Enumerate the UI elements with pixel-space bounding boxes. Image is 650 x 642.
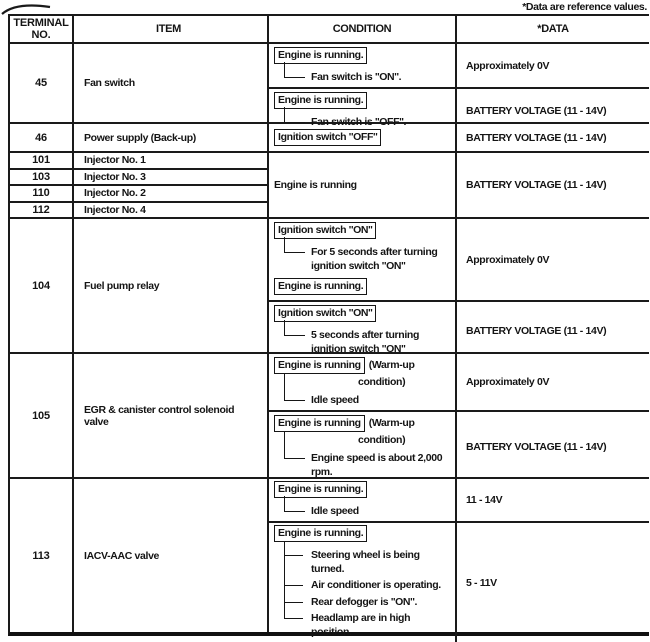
condition-branch: 5 seconds after turning ignition switch … [284, 320, 452, 356]
data-cell: Approximately 0V [466, 59, 550, 72]
terminal-no-cell: 110 [10, 186, 74, 201]
header-data: *DATA [537, 23, 569, 35]
condition-box: Engine is running [274, 415, 365, 432]
condition-subrow: Ignition switch ''ON'' For 5 seconds aft… [269, 219, 649, 300]
condition-subrow: Engine is running. Idle speed 11 - 14V [269, 479, 649, 521]
item-cell: Power supply (Back-up) [74, 124, 269, 151]
condition-branch: Idle speed [284, 496, 452, 518]
data-cell: 5 - 11V [466, 576, 497, 589]
condition-subrow: Ignition switch ''OFF'' BATTERY VOLTAGE … [269, 124, 649, 151]
header-terminal-line1: TERMINAL [13, 17, 69, 29]
condition-subrow: Engine is running BATTERY VOLTAGE (11 - … [269, 153, 649, 217]
condition-subrow: Engine is running (Warm-up condition) Idl… [269, 354, 649, 410]
condition-subrow: Engine is running (Warm-up condition) Eng… [269, 410, 649, 482]
section-terminal-105: 105 EGR & canister control solenoid valv… [10, 354, 649, 482]
header-right-group: CONDITION *DATA [269, 16, 649, 42]
table-row: 103 Injector No. 3 [10, 167, 269, 184]
condition-cell: Ignition switch ''ON'' For 5 seconds aft… [269, 219, 457, 300]
condition-subrow: Engine is running. Fan switch is ''ON''.… [269, 44, 649, 87]
condition-subrow: Engine is running. Steering wheel is bei… [269, 521, 649, 642]
condition-suffix: (Warm-up [368, 359, 415, 371]
condition-branch: Fan switch is ''ON''. [284, 62, 452, 84]
condition-suffix: condition) [358, 376, 406, 388]
condition-box: Engine is running [274, 357, 365, 374]
data-cell: BATTERY VOLTAGE (11 - 14V) [466, 104, 607, 117]
item-cell: Fan switch [74, 44, 269, 122]
condition-cell: Engine is running. Steering wheel is bei… [269, 523, 457, 642]
terminal-no-cell: 113 [10, 479, 74, 632]
condition-cell: Engine is running. Idle speed [269, 479, 457, 521]
condition-box: Engine is running. [274, 92, 368, 109]
table-header-row: TERMINAL NO. ITEM CONDITION *DATA [10, 16, 649, 44]
data-cell: BATTERY VOLTAGE (11 - 14V) [466, 441, 607, 453]
condition-branch: Steering wheel is being turned. [284, 542, 452, 576]
condition-cell: Ignition switch ''OFF'' [269, 124, 457, 151]
condition-cell: Engine is running. Fan switch is ''OFF''… [269, 89, 457, 132]
condition-branch: Engine speed is about 2,000 rpm. [284, 432, 452, 479]
item-cell: IACV-AAC valve [74, 479, 269, 632]
terminal-data-table: TERMINAL NO. ITEM CONDITION *DATA 45 Fan… [8, 14, 649, 642]
condition-branch: Air conditioner is operating. [284, 572, 452, 593]
condition-suffix: (Warm-up [368, 417, 415, 429]
reference-note: *Data are reference values. [522, 1, 647, 13]
terminal-no-cell: 112 [10, 202, 74, 217]
header-terminal-line2: NO. [31, 29, 51, 41]
condition-branch: Headlamp are in high position. [284, 605, 452, 639]
data-cell: Approximately 0V [466, 253, 550, 266]
condition-box: Ignition switch ''ON'' [274, 222, 377, 239]
data-cell: BATTERY VOLTAGE (11 - 14V) [466, 131, 607, 144]
condition-cell: Engine is running [269, 153, 457, 217]
scan-artifact-curl [1, 4, 51, 15]
header-item: ITEM [74, 16, 269, 42]
condition-branch: Rear defogger is ''ON''. [284, 588, 452, 610]
item-cell: Injector No. 4 [74, 202, 269, 217]
data-cell: BATTERY VOLTAGE (11 - 14V) [466, 324, 607, 337]
section-injectors: 101 Injector No. 1 103 Injector No. 3 11… [10, 153, 649, 219]
condition-box: Engine is running. [274, 47, 368, 64]
condition-subrow: Ignition switch ''ON'' 5 seconds after t… [269, 300, 649, 359]
item-cell: Injector No. 1 [74, 153, 269, 168]
data-cell: 11 - 14V [466, 494, 503, 506]
condition-cell: Engine is running (Warm-up condition) Eng… [269, 412, 457, 482]
item-cell: EGR & canister control solenoid valve [74, 354, 269, 477]
section-terminal-46: 46 Power supply (Back-up) Ignition switc… [10, 124, 649, 153]
item-cell: Fuel pump relay [74, 219, 269, 352]
item-cell: Injector No. 3 [74, 169, 269, 184]
condition-branch-tree: Steering wheel is being turned. Air cond… [284, 542, 452, 639]
terminal-no-cell: 45 [10, 44, 74, 122]
data-cell: Approximately 0V [466, 376, 550, 388]
terminal-no-cell: 103 [10, 169, 74, 184]
table-row: 112 Injector No. 4 [10, 200, 269, 217]
condition-branch: For 5 seconds after turning ignition swi… [284, 237, 452, 273]
table-row: 101 Injector No. 1 [10, 153, 269, 168]
condition-cell: Ignition switch ''ON'' 5 seconds after t… [269, 302, 457, 359]
data-cell: BATTERY VOLTAGE (11 - 14V) [466, 179, 607, 191]
terminal-no-cell: 104 [10, 219, 74, 352]
condition-box: Engine is running. [274, 481, 368, 498]
condition-suffix: condition) [358, 434, 406, 446]
terminal-no-cell: 101 [10, 153, 74, 168]
header-condition: CONDITION [269, 16, 457, 42]
item-cell: Injector No. 2 [74, 186, 269, 201]
condition-box: Engine is running. [274, 525, 368, 542]
condition-branch: Fan switch is ''OFF''. [284, 107, 452, 129]
condition-subrow: Engine is running. Fan switch is ''OFF''… [269, 87, 649, 132]
section-terminal-104: 104 Fuel pump relay Ignition switch ''ON… [10, 219, 649, 359]
header-terminal-no: TERMINAL NO. [10, 16, 74, 42]
condition-box: Ignition switch ''ON'' [274, 305, 377, 322]
condition-box: Engine is running. [274, 278, 368, 295]
condition-branch: Idle speed [284, 374, 452, 407]
condition-box: Ignition switch ''OFF'' [274, 129, 382, 146]
injector-rows: 101 Injector No. 1 103 Injector No. 3 11… [10, 153, 269, 217]
section-terminal-113: 113 IACV-AAC valve Engine is running. Id… [10, 479, 649, 642]
terminal-no-cell: 46 [10, 124, 74, 151]
table-row: 110 Injector No. 2 [10, 184, 269, 201]
condition-cell: Engine is running (Warm-up condition) Idl… [269, 354, 457, 410]
section-terminal-45: 45 Fan switch Engine is running. Fan swi… [10, 44, 649, 132]
condition-cell: Engine is running. Fan switch is ''ON''. [269, 44, 457, 87]
terminal-no-cell: 105 [10, 354, 74, 477]
